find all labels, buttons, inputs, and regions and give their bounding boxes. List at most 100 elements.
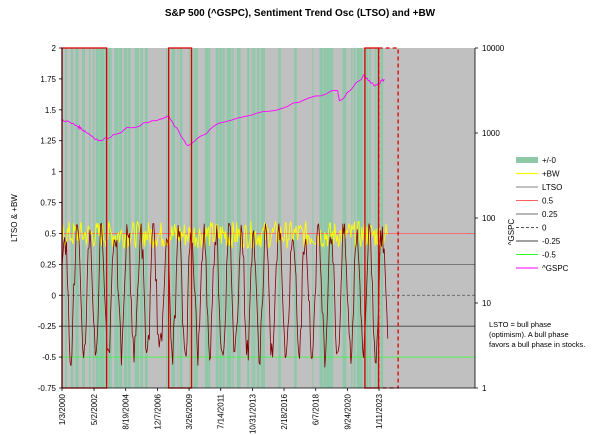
legend-label: +BW (542, 170, 560, 179)
y2-tick-label: 1 (482, 384, 487, 393)
sentiment-band (92, 48, 95, 388)
sentiment-band (179, 48, 183, 388)
sentiment-band (253, 48, 256, 388)
sentiment-band (193, 48, 198, 388)
sentiment-band (95, 48, 100, 388)
legend-label: -0.5 (542, 251, 556, 260)
sentiment-band (364, 48, 369, 388)
y-tick-label: 1.75 (40, 75, 56, 84)
annotation-line: favors a bull phase in stocks. (489, 340, 585, 349)
legend-label: +/-0 (542, 156, 557, 165)
sentiment-band (114, 48, 119, 388)
legend-label: ^GSPC (542, 264, 569, 273)
sentiment-band (65, 48, 67, 388)
sentiment-band (256, 48, 260, 388)
x-tick-label: 3/26/2009 (185, 393, 194, 429)
legend-label: 0 (542, 224, 547, 233)
sentiment-bands (65, 48, 384, 388)
legend-label: LTSO (542, 183, 562, 192)
sentiment-band (89, 48, 91, 388)
sentiment-band (222, 48, 225, 388)
legend-label: -0.25 (542, 237, 561, 246)
sentiment-band (226, 48, 229, 388)
series-group (61, 74, 389, 368)
legend: +/-0 +BW LTSO 0.5 0.25 0 -0.25 -0.5 ^GSPC (516, 156, 569, 273)
y-tick-label: -0.75 (38, 384, 57, 393)
y-tick-label: 1.5 (45, 106, 57, 115)
sentiment-band (215, 48, 219, 388)
y-axis-right: 1 10 100 1000 10000 (474, 44, 505, 393)
sentiment-band (247, 48, 250, 388)
y2-axis-label: ^GSPC (507, 219, 516, 246)
legend-label: 0.25 (542, 210, 558, 219)
sentiment-band (323, 48, 327, 388)
x-tick-label: 8/19/2004 (122, 393, 131, 429)
sentiment-band (99, 48, 105, 388)
sentiment-band (342, 48, 347, 388)
sentiment-band (294, 48, 297, 388)
y2-tick-label: 10000 (482, 44, 505, 53)
bw-series-line (61, 220, 389, 249)
sentiment-band (353, 48, 356, 388)
sentiment-band (232, 48, 234, 388)
y-tick-label: 2 (52, 44, 57, 53)
plot-area (62, 48, 475, 388)
x-tick-label: 6/7/2018 (312, 393, 321, 425)
sentiment-band (330, 48, 334, 388)
sentiment-band (356, 48, 359, 388)
sentiment-band (260, 48, 265, 388)
y-tick-label: -0.5 (42, 353, 56, 362)
sentiment-band (177, 48, 179, 388)
gspc-series-line (61, 74, 385, 147)
y-tick-label: 1.25 (40, 137, 56, 146)
y-tick-label: 1 (52, 168, 57, 177)
annotation-line: LSTO = bull phase (489, 320, 551, 329)
x-tick-label: 9/24/2020 (343, 393, 352, 429)
x-tick-label: 1/11/2023 (375, 393, 384, 429)
y-tick-label: 0.75 (40, 199, 56, 208)
y2-tick-label: 10 (482, 299, 491, 308)
x-tick-label: 2/18/2016 (280, 393, 289, 429)
sentiment-band (374, 48, 376, 388)
sentiment-band (205, 48, 209, 388)
highlight-box (377, 47, 399, 389)
sentiment-band (278, 48, 281, 388)
chart-title: S&P 500 (^GSPC), Sentiment Trend Osc (LT… (165, 8, 436, 19)
sentiment-band (124, 48, 128, 388)
sentiment-band (219, 48, 223, 388)
sentiment-band (134, 48, 139, 388)
sentiment-band (351, 48, 353, 388)
sentiment-band (237, 48, 241, 388)
sentiment-band (209, 48, 211, 388)
y-tick-label: 0.25 (40, 260, 56, 269)
y-tick-label: 0.5 (45, 229, 57, 238)
sentiment-band (319, 48, 323, 388)
x-tick-label: 1/3/2000 (58, 393, 67, 425)
x-tick-label: 7/14/2011 (217, 393, 226, 429)
x-tick-label: 12/7/2006 (153, 393, 162, 429)
y2-tick-label: 100 (482, 214, 496, 223)
x-tick-label: 10/31/2013 (248, 393, 257, 434)
sentiment-band (140, 48, 143, 388)
sentiment-band (128, 48, 131, 388)
sentiment-band (312, 48, 314, 388)
sentiment-band (189, 48, 192, 388)
sentiment-band (119, 48, 123, 388)
sentiment-band (359, 48, 363, 388)
y-tick-label: -0.25 (38, 322, 57, 331)
sentiment-band (82, 48, 85, 388)
sentiment-band (70, 48, 74, 388)
legend-label: 0.5 (542, 197, 554, 206)
y-tick-label: 0 (52, 291, 57, 300)
y-axis-left: -0.75 -0.5 -0.25 0 0.25 0.5 0.75 1 1.25 1.5 1.75 2 (38, 44, 63, 393)
annotation-line: (optimism). A bull phase (489, 330, 569, 339)
x-tick-label: 5/2/2002 (90, 393, 99, 425)
sentiment-band (376, 48, 379, 388)
x-axis: 1/3/2000 5/2/2002 8/19/2004 12/7/2006 3/26/2… (58, 387, 475, 434)
sentiment-band (228, 48, 232, 388)
sentiment-band (251, 48, 253, 388)
sentiment-band (380, 48, 384, 388)
sentiment-band (108, 48, 112, 388)
sentiment-band (166, 48, 168, 388)
